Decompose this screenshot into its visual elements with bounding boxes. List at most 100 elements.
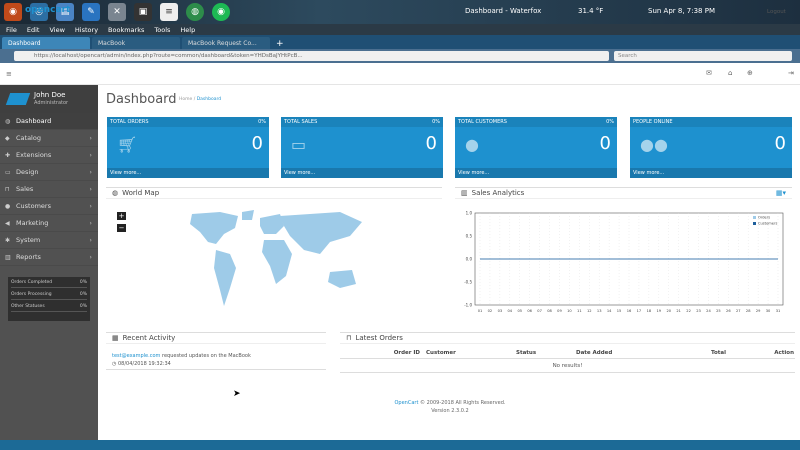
zoom-in-button[interactable]: + xyxy=(117,212,126,220)
chart-icon: ▥ xyxy=(5,253,11,261)
profile-role: Administrator xyxy=(34,100,69,106)
x-tick-label: 27 xyxy=(736,309,741,313)
sidebar: John Doe Administrator ◍ Dashboard ◆ Catal… xyxy=(0,85,98,440)
activity-time: 08/04/2018 19:32:34 xyxy=(117,361,171,367)
sidebar-item-design[interactable]: ▭ Design › xyxy=(0,164,98,181)
x-tick-label: 16 xyxy=(627,309,632,313)
terminal-icon[interactable]: ▣ xyxy=(134,3,152,21)
browser-icon[interactable]: ◎ xyxy=(30,3,48,21)
tab-macbook-request[interactable]: MacBook Request Co... xyxy=(182,37,270,49)
lifebuoy-icon[interactable]: ⊕ xyxy=(747,69,753,77)
x-tick-label: 20 xyxy=(666,309,671,313)
page-title: Dashboard xyxy=(106,92,177,107)
sidebar-item-dashboard[interactable]: ◍ Dashboard xyxy=(0,113,98,130)
x-tick-label: 09 xyxy=(557,309,562,313)
spotify-icon[interactable]: ◉ xyxy=(212,3,230,21)
menu-bar: File Edit View History Bookmarks Tools H… xyxy=(0,24,800,35)
credit-card-icon: ▭ xyxy=(291,135,307,154)
calendar-icon[interactable]: ▦▾ xyxy=(775,189,786,197)
window-title: Dashboard - Waterfox xyxy=(465,7,542,15)
puzzle-icon: ✚ xyxy=(5,151,11,159)
chevron-right-icon: › xyxy=(89,151,92,159)
x-tick-label: 07 xyxy=(537,309,542,313)
table-header: Order ID Customer Status Date Added Tota… xyxy=(340,348,795,359)
new-tab-button[interactable]: + xyxy=(276,39,284,49)
tile-view-more[interactable]: View more... xyxy=(630,168,792,178)
url-bar: https://localhost/opencart/admin/index.p… xyxy=(0,49,800,63)
tile-label: TOTAL SALES xyxy=(284,119,318,125)
sidebar-item-marketing[interactable]: ◀ Marketing › xyxy=(0,215,98,232)
no-results: No results! xyxy=(340,359,795,373)
logo[interactable]: opencart xyxy=(25,5,71,15)
chevron-right-icon: › xyxy=(89,185,92,193)
bell-icon[interactable]: ✉ xyxy=(706,69,712,77)
menu-history[interactable]: History xyxy=(74,25,99,34)
y-tick-label: 0.5 xyxy=(466,234,473,239)
zoom-out-button[interactable]: − xyxy=(117,224,126,232)
globe-icon[interactable]: ◍ xyxy=(186,3,204,21)
x-tick-label: 06 xyxy=(527,309,532,313)
footer-copy: © 2009-2018 All Rights Reserved. xyxy=(420,400,506,406)
apps-icon[interactable]: ◉ xyxy=(4,3,22,21)
menu-toggle-icon[interactable]: ≡ xyxy=(6,70,12,78)
y-tick-label: 1.0 xyxy=(466,211,473,216)
stat-completed: Orders Completed 0% xyxy=(11,280,87,288)
x-tick-label: 23 xyxy=(696,309,701,313)
chevron-right-icon: › xyxy=(89,219,92,227)
orders-table: Order ID Customer Status Date Added Tota… xyxy=(340,348,795,373)
menu-help[interactable]: Help xyxy=(180,25,196,34)
chevron-right-icon: › xyxy=(89,253,92,261)
y-tick-label: -1.0 xyxy=(464,303,472,308)
address-field[interactable]: https://localhost/opencart/admin/index.p… xyxy=(14,51,609,61)
search-input[interactable]: Search xyxy=(614,51,792,61)
col-order-id: Order ID xyxy=(393,350,420,356)
footer-brand[interactable]: OpenCart xyxy=(394,400,419,406)
menu-bookmarks[interactable]: Bookmarks xyxy=(108,25,145,34)
recent-activity-header: ▦ Recent Activity xyxy=(106,332,326,344)
col-date-added: Date Added xyxy=(576,350,613,356)
logout-link[interactable]: Logout xyxy=(767,9,786,15)
sidebar-item-customers[interactable]: ● Customers › xyxy=(0,198,98,215)
sidebar-item-reports[interactable]: ▥ Reports › xyxy=(0,249,98,266)
sidebar-item-system[interactable]: ✱ System › xyxy=(0,232,98,249)
x-tick-label: 22 xyxy=(686,309,691,313)
x-tick-label: 14 xyxy=(607,309,612,313)
gear-icon: ✱ xyxy=(5,236,11,244)
sidebar-item-catalog[interactable]: ◆ Catalog › xyxy=(0,130,98,147)
sidebar-item-sales[interactable]: ⊓ Sales › xyxy=(0,181,98,198)
tile-view-more[interactable]: View more... xyxy=(107,168,269,178)
tab-bar: Dashboard MacBook MacBook Request Co... … xyxy=(0,35,800,49)
x-tick-label: 10 xyxy=(567,309,572,313)
tools-icon[interactable]: ✕ xyxy=(108,3,126,21)
col-action: Action xyxy=(774,350,794,356)
tile-value: 0 xyxy=(599,133,611,154)
home-icon[interactable]: ⌂ xyxy=(728,69,733,77)
document-icon[interactable]: ≡ xyxy=(160,3,178,21)
chevron-right-icon: › xyxy=(89,236,92,244)
bar-chart-icon: ▥ xyxy=(461,189,468,197)
menu-edit[interactable]: Edit xyxy=(26,25,40,34)
world-map[interactable] xyxy=(180,210,370,318)
user-icon: ● xyxy=(5,202,11,210)
breadcrumb-current[interactable]: Dashboard xyxy=(196,97,222,102)
signout-icon[interactable]: ⇥ xyxy=(788,69,794,77)
tile-view-more[interactable]: View more... xyxy=(455,168,617,178)
tile-view-more[interactable]: View more... xyxy=(281,168,443,178)
menu-file[interactable]: File xyxy=(6,25,17,34)
x-tick-label: 28 xyxy=(746,309,751,313)
menu-view[interactable]: View xyxy=(49,25,65,34)
tile-value: 0 xyxy=(425,133,437,154)
world-map-header: ◍ World Map xyxy=(106,187,442,199)
tab-macbook[interactable]: MacBook xyxy=(92,37,180,49)
breadcrumb-home[interactable]: Home xyxy=(179,97,193,102)
x-tick-label: 30 xyxy=(766,309,771,313)
tile-label: PEOPLE ONLINE xyxy=(633,119,673,125)
sidebar-item-extensions[interactable]: ✚ Extensions › xyxy=(0,147,98,164)
files-icon[interactable]: ▤ xyxy=(56,3,74,21)
divider xyxy=(106,369,326,370)
tab-dashboard[interactable]: Dashboard xyxy=(2,37,90,49)
editor-icon[interactable]: ✎ xyxy=(82,3,100,21)
activity-email[interactable]: test@example.com xyxy=(112,353,161,359)
menu-tools[interactable]: Tools xyxy=(154,25,171,34)
legend-label: Orders xyxy=(758,216,770,220)
